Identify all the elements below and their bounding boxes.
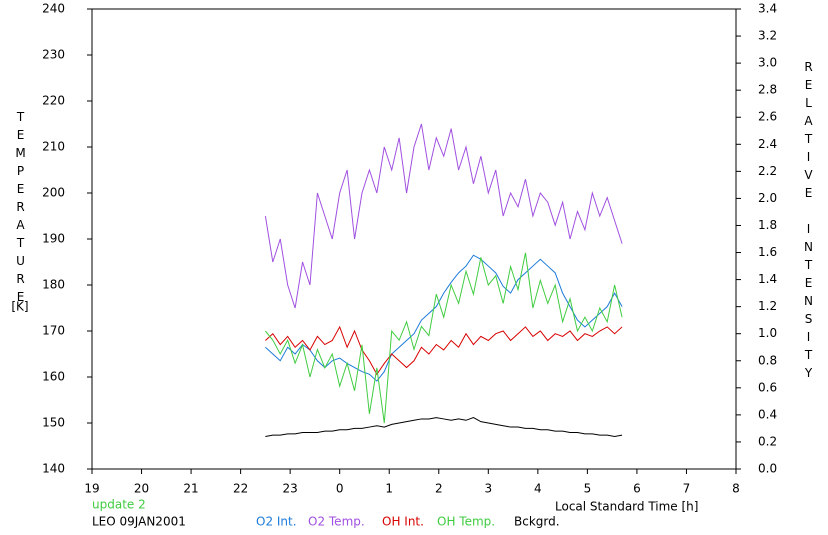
y-axis-unit: [K]	[11, 300, 28, 314]
y2-tick-label: 0.2	[758, 434, 777, 448]
y-tick-label: 210	[42, 140, 65, 154]
y2-tick-label: 1.0	[758, 326, 777, 340]
y2-tick-label: 0.4	[758, 407, 777, 421]
x-tick-label: 22	[233, 482, 248, 496]
y-tick-label: 230	[42, 48, 65, 62]
y2-tick-label: 3.0	[758, 56, 777, 70]
y-tick-label: 140	[42, 462, 65, 476]
y2-tick-label: 1.8	[758, 218, 777, 232]
x-tick-label: 21	[183, 482, 198, 496]
x-tick-label: 20	[134, 482, 149, 496]
y2-axis-label: RELATIVE INTENSITY	[802, 60, 816, 384]
x-tick-label: 5	[584, 482, 592, 496]
status-text: update 2	[92, 498, 146, 512]
y-tick-label: 170	[42, 324, 65, 338]
y-tick-label: 220	[42, 94, 65, 108]
x-tick-label: 19	[84, 482, 99, 496]
y2-tick-label: 2.6	[758, 110, 777, 124]
plot-frame	[91, 8, 737, 470]
legend-entry: Bckgrd.	[514, 515, 560, 529]
y2-tick-label: 3.2	[758, 29, 777, 43]
x-tick-label: 3	[484, 482, 492, 496]
legend-entry: O2 Temp.	[308, 515, 365, 529]
y2-tick-label: 2.4	[758, 137, 777, 151]
y-tick-label: 160	[42, 370, 65, 384]
y-tick-label: 180	[42, 278, 65, 292]
y2-tick-label: 3.4	[758, 2, 777, 16]
y2-tick-label: 2.8	[758, 83, 777, 97]
legend-entry: OH Temp.	[437, 515, 495, 529]
y-tick-label: 200	[42, 186, 65, 200]
x-tick-label: 6	[633, 482, 641, 496]
legend-entry: O2 Int.	[256, 515, 297, 529]
legend-entry: OH Int.	[382, 515, 424, 529]
x-tick-label: 8	[732, 482, 740, 496]
x-tick-label: 1	[385, 482, 393, 496]
y2-tick-label: 2.0	[758, 191, 777, 205]
station-text: LEO 09JAN2001	[92, 515, 186, 529]
x-tick-label: 2	[435, 482, 443, 496]
y2-tick-label: 1.6	[758, 245, 777, 259]
y2-tick-label: 1.2	[758, 299, 777, 313]
series-line	[264, 252, 623, 424]
y-axis-label: TEMPERATURE	[14, 110, 28, 308]
x-tick-label: 4	[534, 482, 542, 496]
y2-tick-label: 2.2	[758, 164, 777, 178]
y2-tick-label: 0.6	[758, 380, 777, 394]
x-tick-label: 23	[283, 482, 298, 496]
x-tick-label: 0	[336, 482, 344, 496]
y2-tick-label: 0.8	[758, 353, 777, 367]
series-line	[264, 123, 623, 309]
y2-tick-label: 0.0	[758, 462, 777, 476]
y-tick-label: 190	[42, 232, 65, 246]
y-tick-label: 240	[42, 2, 65, 16]
y2-tick-label: 1.4	[758, 272, 777, 286]
series-line	[265, 325, 623, 376]
y-tick-label: 150	[42, 416, 65, 430]
x-tick-label: 7	[683, 482, 691, 496]
x-axis-label: Local Standard Time [h]	[555, 500, 698, 514]
series-line	[265, 417, 623, 438]
